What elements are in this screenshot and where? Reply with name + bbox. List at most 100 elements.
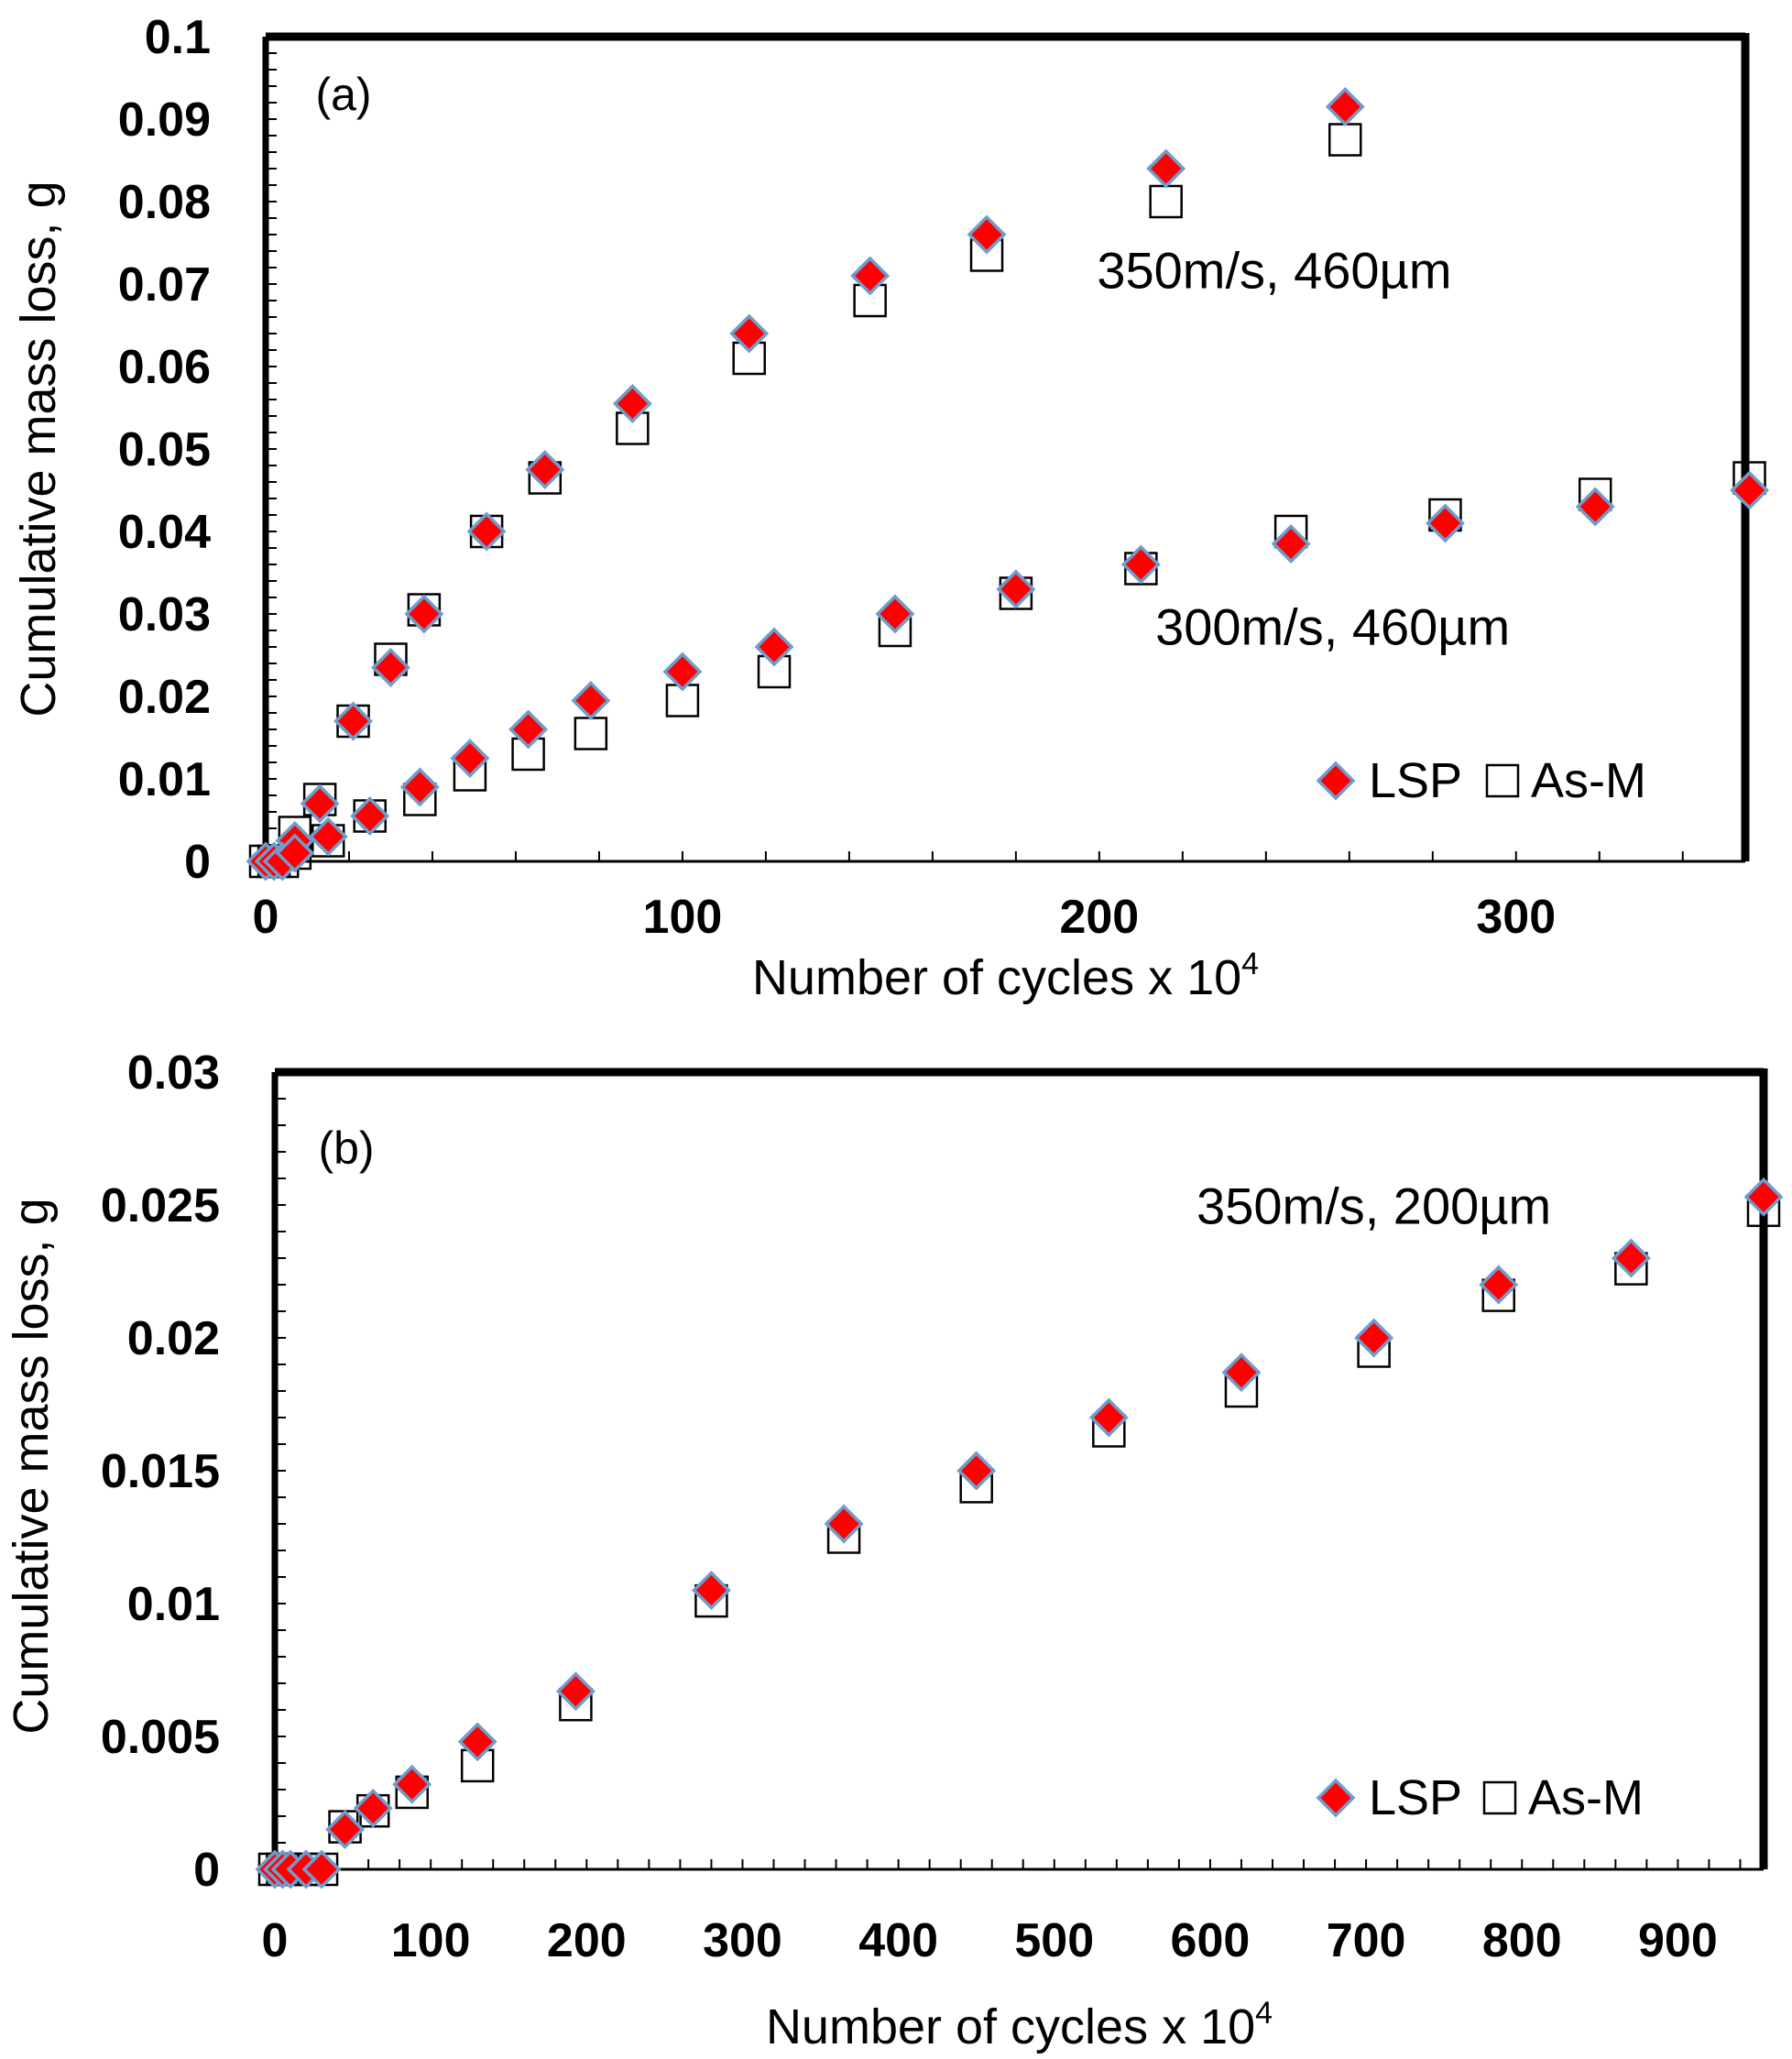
series-diamond-2 bbox=[262, 470, 1770, 882]
lsp-point bbox=[333, 701, 374, 741]
series-annotation: 350m/s, 200µm bbox=[1196, 1177, 1551, 1234]
legend-as-m-label: As-M bbox=[1531, 753, 1646, 808]
legend-lsp-marker bbox=[1316, 1778, 1356, 1818]
y-tick-label: 0.02 bbox=[118, 671, 211, 724]
lsp-point bbox=[466, 511, 507, 552]
y-tick-label: 0 bbox=[184, 836, 211, 889]
x-tick-label: 800 bbox=[1482, 1914, 1562, 1967]
series-square-1 bbox=[248, 123, 1362, 879]
y-tick-label: 0.01 bbox=[127, 1578, 220, 1631]
lsp-point bbox=[850, 256, 891, 296]
y-tick-label: 0.005 bbox=[101, 1711, 220, 1764]
y-tick-label: 0.09 bbox=[118, 93, 211, 147]
lsp-point bbox=[508, 709, 549, 750]
lsp-point bbox=[457, 1722, 497, 1762]
lsp-point bbox=[967, 214, 1007, 255]
legend-as-m-marker bbox=[1482, 1780, 1517, 1815]
as-m-point bbox=[1149, 184, 1183, 219]
lsp-point bbox=[1479, 1265, 1519, 1305]
x-tick-label: 100 bbox=[391, 1914, 471, 1967]
series-annotation: 350m/s, 460µm bbox=[1097, 242, 1451, 300]
lsp-point bbox=[662, 652, 703, 692]
x-tick-label: 600 bbox=[1171, 1914, 1251, 1967]
y-tick-label: 0.07 bbox=[118, 258, 211, 312]
lsp-point bbox=[1221, 1353, 1262, 1393]
lsp-point bbox=[571, 681, 611, 720]
y-tick-label: 0.02 bbox=[127, 1312, 220, 1365]
lsp-point bbox=[301, 1849, 342, 1889]
x-tick-label: 200 bbox=[547, 1914, 627, 1967]
y-tick-label: 0.01 bbox=[118, 753, 211, 806]
x-tick-label: 200 bbox=[1059, 891, 1139, 944]
lsp-point bbox=[1271, 524, 1311, 564]
panel-label: (b) bbox=[318, 1123, 374, 1174]
x-tick-label: 500 bbox=[1014, 1914, 1094, 1967]
lsp-point bbox=[525, 450, 565, 489]
lsp-point bbox=[1743, 1177, 1784, 1217]
lsp-point bbox=[392, 1764, 432, 1804]
lsp-point bbox=[754, 627, 794, 667]
lsp-point bbox=[875, 594, 915, 634]
lsp-point bbox=[1146, 148, 1186, 189]
x-tick-label: 300 bbox=[703, 1914, 782, 1967]
lsp-point bbox=[353, 1788, 393, 1828]
x-tick-label: 100 bbox=[643, 891, 723, 944]
lsp-point bbox=[729, 313, 770, 354]
lsp-point bbox=[404, 594, 444, 634]
y-tick-label: 0.06 bbox=[118, 341, 211, 394]
legend-as-m-marker bbox=[1485, 763, 1520, 798]
panel-a: 0 0.01 0.02 0.03 0.04 0.05 0.06 0.07 0.08 0.09 0.1… bbox=[11, 11, 1770, 1005]
legend-lsp-marker bbox=[1316, 761, 1356, 801]
lsp-point bbox=[824, 1504, 864, 1544]
lsp-point bbox=[300, 783, 340, 824]
panel-b: 0 0.005 0.01 0.015 0.02 0.025 0.03 0 100 200 300 40… bbox=[4, 1046, 1784, 2054]
y-axis-title: Cumulative mass loss, g bbox=[11, 181, 66, 717]
y-tick-label: 0.04 bbox=[118, 506, 211, 559]
lsp-point bbox=[399, 767, 440, 807]
x-tick-label: 300 bbox=[1476, 891, 1556, 944]
x-tick-label: 400 bbox=[858, 1914, 938, 1967]
lsp-point bbox=[956, 1451, 997, 1491]
lsp-point bbox=[1611, 1238, 1651, 1278]
x-axis-title-superscript: 4 bbox=[1241, 947, 1259, 981]
lsp-point bbox=[275, 833, 315, 873]
lsp-point bbox=[308, 816, 348, 857]
lsp-point bbox=[691, 1571, 731, 1610]
x-axis-title: Number of cycles x 104 bbox=[752, 947, 1259, 1005]
x-tick-label: 900 bbox=[1638, 1914, 1718, 1967]
as-m-point bbox=[574, 717, 608, 750]
legend-as-m-label: As-M bbox=[1528, 1770, 1644, 1825]
lsp-point bbox=[1354, 1318, 1394, 1358]
y-tick-label: 0.05 bbox=[118, 423, 211, 476]
lsp-point bbox=[1088, 1397, 1129, 1438]
series-diamond-0 bbox=[255, 1177, 1784, 1889]
y-tick-label: 0 bbox=[193, 1844, 220, 1897]
x-tick-label: 0 bbox=[253, 891, 279, 944]
legend: LSP As-M bbox=[1316, 753, 1646, 808]
lsp-point bbox=[1730, 470, 1770, 510]
x-axis-title: Number of cycles x 104 bbox=[766, 1996, 1273, 2054]
lsp-point bbox=[325, 1810, 366, 1849]
lsp-point bbox=[350, 796, 390, 836]
legend-lsp-label: LSP bbox=[1369, 1770, 1462, 1825]
y-axis-title: Cumulative mass loss, g bbox=[4, 1198, 59, 1734]
y-tick-label: 0.025 bbox=[101, 1179, 220, 1232]
panel-label: (a) bbox=[315, 69, 371, 120]
y-tick-label: 0.03 bbox=[127, 1046, 220, 1100]
lsp-point bbox=[1575, 487, 1615, 527]
lsp-point bbox=[1325, 87, 1365, 126]
y-tick-label: 0.1 bbox=[145, 11, 211, 64]
lsp-point bbox=[555, 1671, 596, 1712]
lsp-point bbox=[450, 739, 490, 778]
lsp-point bbox=[612, 384, 652, 423]
lsp-point bbox=[1425, 503, 1465, 543]
y-tick-label: 0.03 bbox=[118, 588, 211, 641]
x-axis-title-superscript: 4 bbox=[1255, 1996, 1273, 2031]
series-diamond-0 bbox=[246, 87, 1365, 882]
as-m-point bbox=[1328, 123, 1362, 157]
y-tick-label: 0.08 bbox=[118, 176, 211, 229]
legend-lsp-label: LSP bbox=[1369, 753, 1462, 808]
lsp-point bbox=[1120, 544, 1161, 585]
legend: LSP As-M bbox=[1316, 1770, 1644, 1825]
